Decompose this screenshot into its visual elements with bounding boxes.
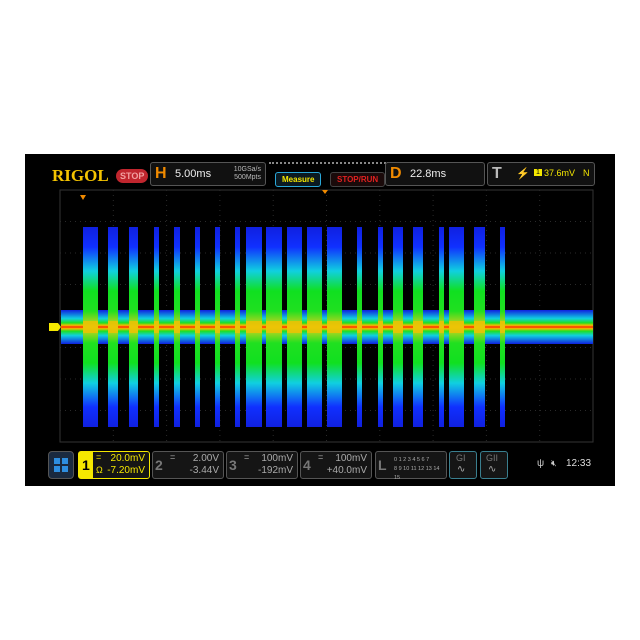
burst-core — [235, 321, 240, 333]
sample-rate: 10GSa/s — [233, 166, 261, 173]
burst-core — [174, 321, 180, 333]
logic-label: L — [378, 457, 387, 473]
burst-core — [108, 321, 118, 333]
horizontal-panel[interactable]: H 5.00ms 10GSa/s 500Mpts — [150, 162, 266, 186]
trigger-mode: N — [583, 168, 590, 178]
trigger-position-marker — [80, 195, 86, 200]
waveform-overview — [269, 162, 389, 168]
channel-3-panel[interactable]: 3 100mV -192mV = — [226, 451, 298, 479]
burst-core — [307, 321, 322, 333]
measure-button[interactable]: Measure — [275, 172, 322, 187]
burst-core — [393, 321, 403, 333]
generator-1-label: GI — [456, 453, 466, 463]
horizontal-label: H — [155, 165, 167, 182]
burst-core — [195, 321, 200, 333]
run-state-badge[interactable]: STOP — [116, 169, 149, 183]
oscilloscope-screen: RIGOL STOP H 5.00ms 10GSa/s 500Mpts Measu… — [25, 154, 615, 486]
burst-core — [449, 321, 464, 333]
impedance-icon: Ω — [96, 465, 103, 475]
sine-wave-icon: ∿ — [457, 464, 466, 475]
logic-row-1: 0 1 2 3 4 5 6 7 — [394, 457, 430, 463]
stop-run-button[interactable]: STOP/RUN — [330, 172, 386, 187]
burst-core — [327, 321, 342, 333]
channel-scale: 20.0mV — [110, 453, 145, 464]
logic-channel-panel[interactable]: L 0 1 2 3 4 5 6 7 8 9 10 11 12 13 14 15 — [375, 451, 447, 481]
coupling-icon: = — [170, 452, 176, 462]
burst-core — [246, 321, 262, 333]
channel-4-panel[interactable]: 4 100mV +40.0mV = — [300, 451, 372, 479]
burst-core — [287, 321, 302, 333]
burst-core — [154, 321, 159, 333]
trigger-panel[interactable]: T ⚡ 1 37.6mV N — [487, 162, 595, 186]
burst-core — [357, 321, 362, 333]
trigger-source: 1 — [534, 169, 542, 176]
channel-scale: 100mV — [261, 453, 293, 464]
burst-core — [378, 321, 383, 333]
burst-core — [413, 321, 423, 333]
delay-panel[interactable]: D 22.8ms — [385, 162, 485, 186]
channel-number: 2 — [155, 457, 163, 473]
channel-offset: -192mV — [257, 465, 293, 476]
trigger-label: T — [492, 165, 502, 182]
memory-depth: 500Mpts — [234, 174, 261, 181]
generator-2-label: GII — [486, 453, 499, 463]
delay-value: 22.8ms — [410, 168, 447, 180]
usb-icon: ψ — [537, 458, 545, 469]
trigger-level: 37.6mV — [544, 168, 576, 178]
rigol-logo: RIGOL — [52, 166, 109, 185]
sine-wave-icon: ∿ — [488, 464, 497, 475]
generator-1-button[interactable]: GI ∿ — [449, 451, 477, 479]
grid-menu-icon — [54, 458, 68, 472]
coupling-icon: = — [318, 452, 324, 462]
channel-offset: +40.0mV — [326, 465, 367, 476]
channel-offset: -3.44V — [189, 465, 219, 476]
app-menu-button[interactable] — [48, 451, 74, 479]
channel-1-waveform — [61, 227, 593, 427]
speaker-muted-icon[interactable]: 🔇︎ — [551, 458, 557, 468]
center-marker — [322, 190, 328, 194]
channel-1-panel[interactable]: 1 20.0mV -7.20mV = Ω — [78, 451, 150, 479]
burst-core — [439, 321, 444, 333]
burst-core — [474, 321, 485, 333]
ch1-level-marker — [49, 323, 61, 331]
generator-2-button[interactable]: GII ∿ — [480, 451, 508, 479]
burst-core — [266, 321, 282, 333]
channel-number: 4 — [303, 457, 311, 473]
channel-scale: 2.00V — [192, 453, 219, 464]
burst-core — [215, 321, 220, 333]
channel-2-panel[interactable]: 2 2.00V -3.44V = — [152, 451, 224, 479]
channel-number: 1 — [79, 452, 93, 478]
channel-number: 3 — [229, 457, 237, 473]
burst-core — [500, 321, 505, 333]
burst-core — [129, 321, 138, 333]
logic-row-2: 8 9 10 11 12 13 14 15 — [394, 466, 440, 481]
waveform-display — [49, 189, 594, 443]
coupling-icon: = — [96, 452, 102, 462]
rising-edge-icon: ⚡ — [516, 168, 530, 180]
channel-offset: -7.20mV — [107, 465, 145, 476]
coupling-icon: = — [244, 452, 250, 462]
clock-time: 12:33 — [566, 458, 592, 469]
channel-scale: 100mV — [335, 453, 367, 464]
timebase-value: 5.00ms — [175, 168, 212, 180]
burst-core — [83, 321, 98, 333]
delay-label: D — [390, 165, 402, 182]
